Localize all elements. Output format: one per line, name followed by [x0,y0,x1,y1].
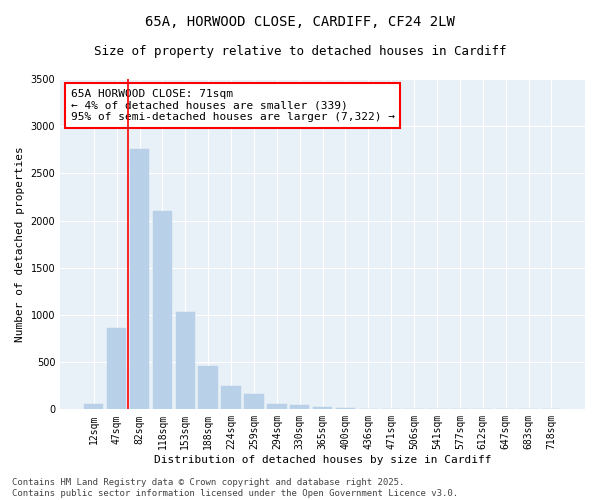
Text: Contains HM Land Registry data © Crown copyright and database right 2025.
Contai: Contains HM Land Registry data © Crown c… [12,478,458,498]
Bar [130,149,149,409]
Text: 65A, HORWOOD CLOSE, CARDIFF, CF24 2LW: 65A, HORWOOD CLOSE, CARDIFF, CF24 2LW [145,15,455,29]
Bar [267,404,287,409]
Bar [199,366,218,410]
X-axis label: Distribution of detached houses by size in Cardiff: Distribution of detached houses by size … [154,455,491,465]
Text: Size of property relative to detached houses in Cardiff: Size of property relative to detached ho… [94,45,506,58]
Bar [176,312,195,410]
Bar [152,211,172,410]
Y-axis label: Number of detached properties: Number of detached properties [15,146,25,342]
Bar [84,404,103,409]
Bar [290,405,310,409]
Bar [336,408,355,410]
Bar [107,328,127,409]
Text: 65A HORWOOD CLOSE: 71sqm
← 4% of detached houses are smaller (339)
95% of semi-d: 65A HORWOOD CLOSE: 71sqm ← 4% of detache… [71,89,395,122]
Bar [221,386,241,409]
Bar [313,408,332,410]
Bar [244,394,263,409]
